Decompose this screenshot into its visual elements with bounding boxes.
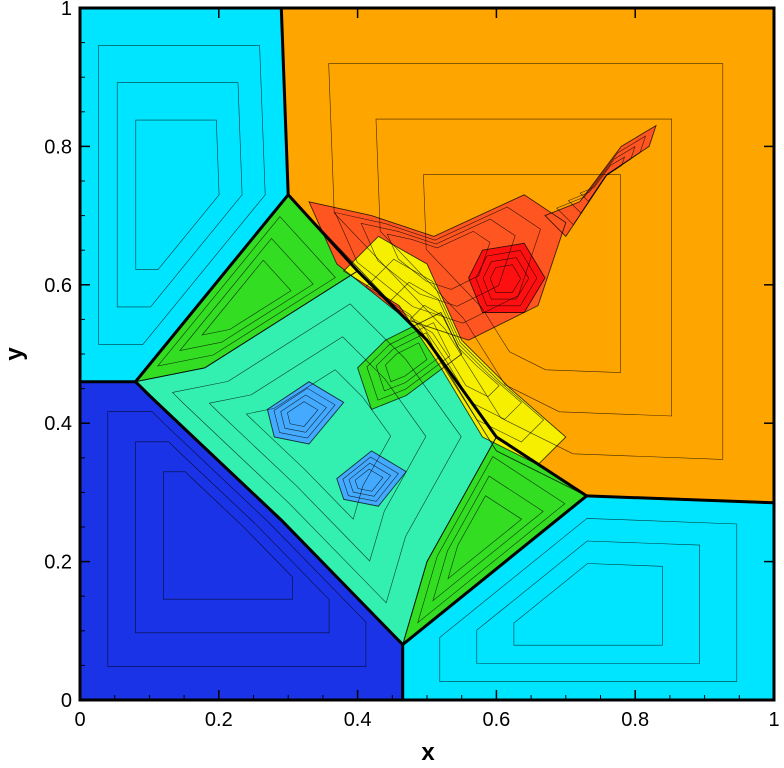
- region-upper-left-shocked-band: [135, 194, 358, 382]
- contour-jet-channel-0: [357, 311, 463, 410]
- contour-central-interaction-region-2: [208, 336, 427, 562]
- shock-lines: [80, 7, 775, 700]
- x-tick-label: 0.4: [344, 709, 372, 731]
- contour-upper-left-state-2: [116, 82, 243, 308]
- y-tick-label: 0.8: [44, 136, 72, 158]
- contour-warm-plume-2: [360, 218, 516, 307]
- region-lower-left-state: [80, 381, 403, 700]
- contour-right-low-density-lobe-2: [348, 462, 392, 497]
- shock-lower-left-slip: [134, 380, 404, 646]
- y-tick-label: 0.6: [44, 275, 72, 297]
- y-tick-label: 0.4: [44, 413, 72, 435]
- contour-upper-left-state-3: [135, 119, 220, 270]
- contour-left-low-density-lobe-3: [287, 401, 319, 427]
- x-tick-label: 0.6: [482, 709, 510, 731]
- contour-regions: [80, 8, 774, 700]
- contour-jet-channel-1: [366, 322, 451, 401]
- y-axis-ticks: 0 0.2 0.4 0.6 0.8 1: [44, 0, 774, 712]
- contour-left-low-density-lobe-0: [266, 381, 345, 445]
- contour-jet-tip-0: [544, 124, 657, 238]
- contour-right-low-density-lobe-0: [336, 450, 407, 507]
- shock-upper-right-slip: [287, 193, 588, 498]
- contour-right-low-density-lobe-3: [354, 468, 384, 492]
- contour-right-low-density-lobe-1: [342, 456, 399, 502]
- contour-lower-right-state-3: [513, 563, 663, 646]
- x-tick-label: 0.2: [205, 709, 233, 731]
- region-yellow-shoulder: [343, 236, 566, 465]
- contour-left-low-density-lobe-1: [273, 387, 336, 439]
- contour-lower-right-state-2: [476, 540, 700, 664]
- contour-lower-right-shocked-band-3: [447, 495, 523, 580]
- contour-jet-channel-3: [385, 342, 428, 383]
- contour-warm-plume-0: [308, 194, 567, 341]
- region-upper-left-state: [80, 8, 289, 382]
- contour-lower-left-state-2: [135, 441, 330, 634]
- x-tick-label: 0: [74, 709, 85, 731]
- x-axis-title: x: [421, 739, 435, 766]
- shock-right-shock: [586, 494, 775, 505]
- y-tick-label: 0.2: [44, 552, 72, 574]
- contour-lower-right-shocked-band-1: [417, 456, 566, 624]
- contour-yellow-shoulder-3: [409, 304, 500, 397]
- contour-upper-left-shocked-band-1: [156, 216, 336, 367]
- contour-hot-core-0: [468, 242, 546, 313]
- contour-lower-left-state-1: [107, 411, 367, 667]
- contour-jet-tip-3: [579, 156, 626, 202]
- contour-warm-plume-1: [334, 206, 541, 324]
- contour-hot-core-3: [489, 264, 522, 293]
- region-lower-right-state: [402, 495, 774, 700]
- contour-upper-left-shocked-band-3: [201, 259, 292, 336]
- contour-central-interaction-region-1: [171, 303, 462, 604]
- contour-lower-right-shocked-band-2: [432, 475, 544, 602]
- x-tick-label: 0.8: [621, 709, 649, 731]
- contour-hot-core-2: [482, 257, 530, 300]
- contour-lower-left-state-3: [163, 471, 293, 600]
- contour-upper-right-state-3: [423, 174, 621, 373]
- contour-upper-left-state-1: [98, 45, 266, 345]
- contour-upper-left-shocked-band-2: [179, 237, 314, 351]
- contour-jet-tip-2: [567, 145, 636, 214]
- y-tick-label: 1: [61, 0, 72, 20]
- shock-top-shock: [279, 7, 290, 195]
- y-axis-title: y: [1, 347, 28, 361]
- contour-upper-right-state-1: [328, 63, 724, 460]
- contour-yellow-shoulder-2: [387, 281, 522, 420]
- contour-hot-core-1: [475, 250, 538, 307]
- shock-left-shock: [134, 193, 290, 383]
- x-axis-ticks: 0 0.2 0.4 0.6 0.8 1: [74, 8, 780, 731]
- region-hot-core: [468, 243, 545, 313]
- region-jet-tip: [545, 125, 656, 237]
- y-tick-label: 0: [61, 690, 72, 712]
- contour-left-low-density-lobe-2: [280, 394, 327, 433]
- contour-lower-right-state-1: [439, 518, 738, 683]
- x-tick-label: 1: [768, 709, 779, 731]
- shock-lower-right-shock: [401, 494, 588, 646]
- contour-yellow-shoulder-0: [342, 235, 567, 466]
- contour-jet-tip-1: [556, 135, 647, 226]
